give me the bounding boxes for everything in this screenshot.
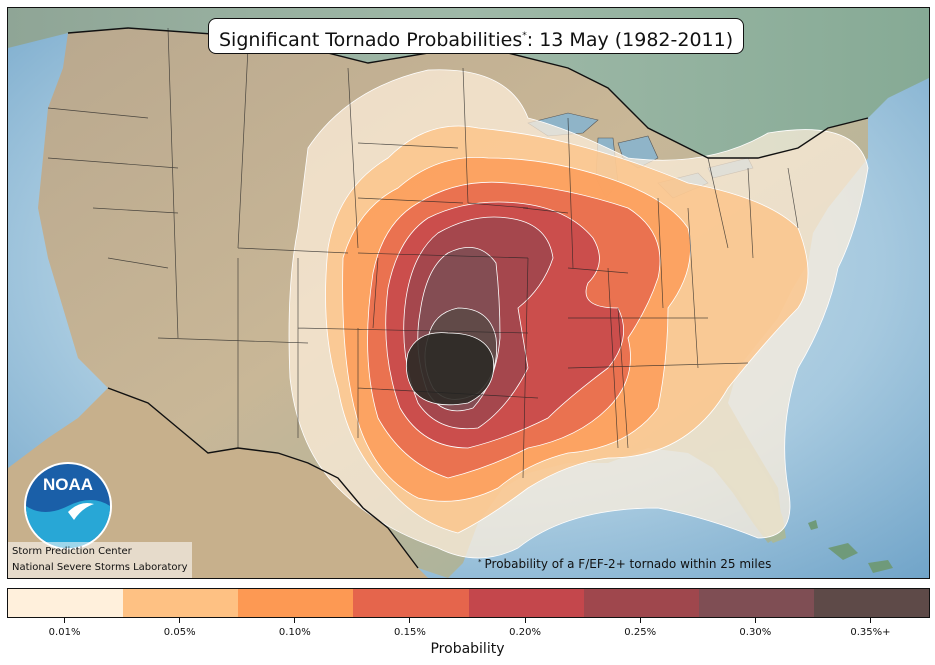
colorbar-tick: 0.30% bbox=[725, 617, 785, 638]
colorbar bbox=[7, 588, 930, 618]
colorbar-tick: 0.20% bbox=[495, 617, 555, 638]
tick-mark bbox=[179, 617, 181, 623]
tick-mark bbox=[754, 617, 756, 623]
tick-mark bbox=[524, 617, 526, 623]
colorbar-tick: 0.01% bbox=[35, 617, 95, 638]
noaa-logo-icon: NOAA bbox=[24, 462, 112, 550]
tick-mark bbox=[409, 617, 411, 623]
tick-mark bbox=[639, 617, 641, 623]
title-date: : 13 May (1982-2011) bbox=[526, 29, 734, 51]
tick-label: 0.20% bbox=[509, 627, 541, 638]
colorbar-bin bbox=[698, 589, 814, 617]
tick-label: 0.25% bbox=[624, 627, 657, 638]
colorbar-tick: 0.35%+ bbox=[840, 617, 900, 638]
colorbar-bin bbox=[123, 589, 239, 617]
footnote-marker: * bbox=[478, 558, 482, 566]
tick-label: 0.30% bbox=[739, 627, 772, 638]
tick-mark bbox=[869, 617, 871, 623]
tick-label: 0.05% bbox=[163, 627, 196, 638]
probability-contours bbox=[288, 69, 869, 559]
credit-line-1: Storm Prediction Center bbox=[12, 546, 132, 557]
title-main: Significant Tornado Probabilities bbox=[219, 29, 523, 51]
colorbar-bin bbox=[813, 589, 929, 617]
credits-box: Storm Prediction Center National Severe … bbox=[8, 542, 192, 578]
mexico-landmass bbox=[8, 388, 428, 578]
tick-label: 0.15% bbox=[394, 627, 426, 638]
colorbar-bin bbox=[353, 589, 469, 617]
credit-line-2: National Severe Storms Laboratory bbox=[12, 562, 188, 573]
colorbar-label: Probability bbox=[430, 641, 505, 657]
tick-label: 0.35%+ bbox=[850, 627, 891, 638]
map-panel: Significant Tornado Probabilities*: 13 M… bbox=[7, 7, 930, 579]
colorbar-bin bbox=[8, 589, 124, 617]
tick-label: 0.10% bbox=[278, 627, 311, 638]
title-marker: * bbox=[522, 31, 527, 41]
footnote-text: Probability of a F/EF-2+ tornado within … bbox=[484, 557, 772, 571]
logo-text: NOAA bbox=[43, 475, 93, 494]
colorbar-bin bbox=[583, 589, 699, 617]
footnote: * Probability of a F/EF-2+ tornado within… bbox=[478, 557, 771, 571]
map-title: Significant Tornado Probabilities*: 13 M… bbox=[208, 18, 745, 54]
colorbar-ticks: 0.01% 0.05% 0.10% 0.15% 0.20% 0.25% 0.30% 0.35%… bbox=[7, 617, 928, 647]
colorbar-tick: 0.25% bbox=[610, 617, 670, 638]
colorbar-tick: 0.10% bbox=[265, 617, 325, 638]
state-borders bbox=[47, 27, 799, 479]
colorbar-tick: 0.15% bbox=[380, 617, 440, 638]
contour-0.35-core bbox=[405, 332, 495, 406]
tick-mark bbox=[64, 617, 66, 623]
colorbar-bin bbox=[468, 589, 584, 617]
tick-mark bbox=[294, 617, 296, 623]
colorbar-tick: 0.05% bbox=[150, 617, 210, 638]
tick-label: 0.01% bbox=[48, 627, 81, 638]
map-canvas bbox=[8, 8, 929, 578]
bahamas-islands bbox=[808, 520, 893, 573]
colorbar-bin bbox=[238, 589, 354, 617]
